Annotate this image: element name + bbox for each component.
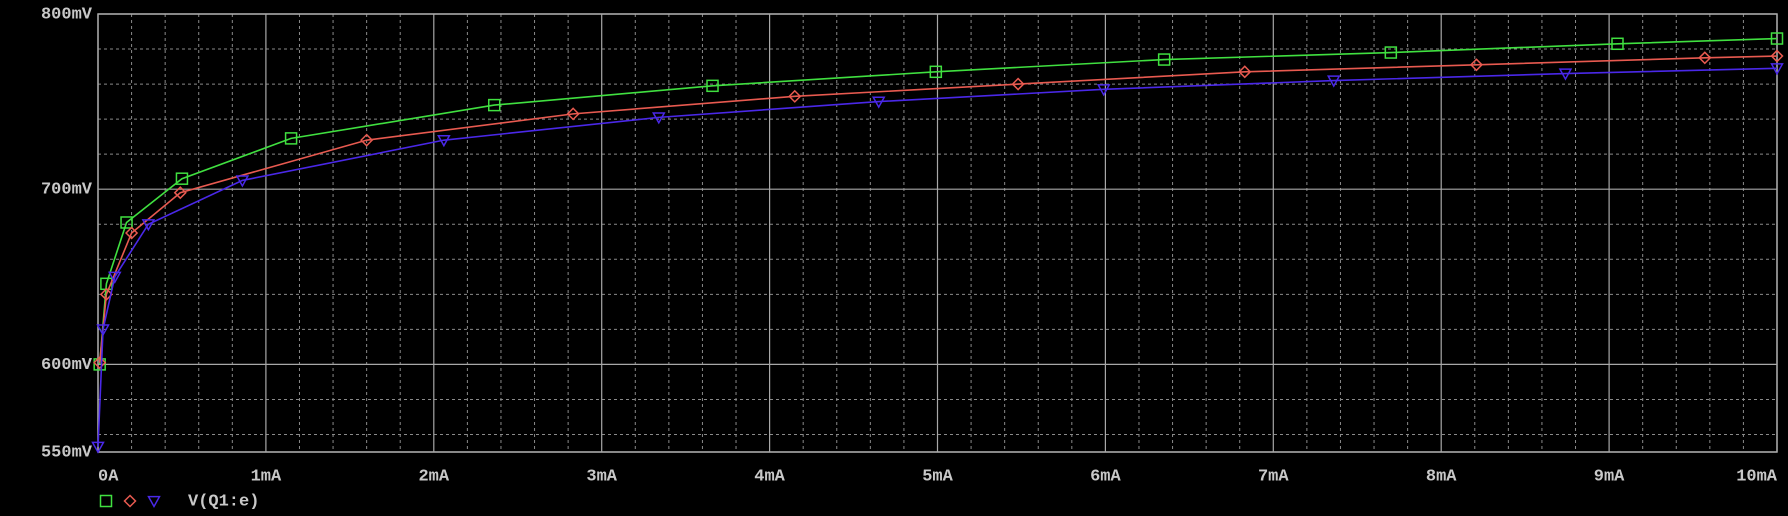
x-tick-label: 3mA bbox=[586, 467, 617, 486]
series-line bbox=[98, 55, 1778, 363]
x-tick-label: 6mA bbox=[1090, 467, 1121, 486]
x-tick-label: 0A bbox=[98, 467, 119, 486]
y-tick-label: 550mV bbox=[41, 443, 93, 462]
data-marker bbox=[108, 271, 122, 284]
data-marker bbox=[141, 219, 156, 232]
data-marker bbox=[1157, 53, 1171, 66]
data-marker bbox=[1326, 75, 1341, 88]
data-marker bbox=[788, 89, 802, 103]
data-marker bbox=[1770, 32, 1784, 45]
data-marker bbox=[93, 356, 107, 370]
y-tick-label: 700mV bbox=[41, 181, 93, 200]
data-marker bbox=[125, 226, 139, 240]
data-marker bbox=[1011, 77, 1025, 91]
data-marker bbox=[706, 79, 719, 93]
data-marker bbox=[1558, 68, 1573, 81]
legend-label: V(Q1:e) bbox=[188, 492, 259, 511]
data-marker bbox=[1698, 51, 1712, 65]
x-tick-label: 9mA bbox=[1594, 467, 1625, 486]
data-marker bbox=[1770, 49, 1784, 63]
x-tick-label: 4mA bbox=[754, 467, 785, 486]
series-line bbox=[97, 67, 1778, 447]
x-tick-label: 1mA bbox=[251, 467, 282, 486]
data-marker bbox=[1384, 46, 1398, 59]
data-marker bbox=[1469, 58, 1484, 72]
data-marker bbox=[235, 175, 250, 188]
x-tick-label: 8mA bbox=[1426, 467, 1457, 486]
data-marker bbox=[173, 186, 187, 200]
data-marker bbox=[99, 287, 113, 301]
y-tick-label: 600mV bbox=[41, 356, 93, 375]
x-tick-label: 5mA bbox=[922, 467, 953, 486]
y-tick-label: 800mV bbox=[41, 5, 93, 24]
data-marker bbox=[284, 132, 298, 145]
data-marker bbox=[91, 441, 105, 454]
data-marker bbox=[1096, 84, 1111, 97]
x-tick-label: 7mA bbox=[1258, 467, 1289, 486]
data-marker bbox=[652, 112, 666, 125]
data-marker bbox=[871, 96, 886, 109]
legend-marker bbox=[99, 494, 113, 508]
series-line bbox=[98, 37, 1778, 365]
data-marker bbox=[96, 324, 110, 337]
legend-marker bbox=[147, 495, 161, 509]
legend-marker bbox=[123, 494, 137, 508]
data-marker bbox=[360, 133, 374, 147]
x-tick-label: 2mA bbox=[418, 467, 449, 486]
data-marker bbox=[120, 216, 133, 229]
x-tick-label: 10mA bbox=[1736, 467, 1778, 486]
data-marker bbox=[566, 107, 580, 121]
data-marker bbox=[437, 134, 451, 148]
data-marker bbox=[1611, 37, 1624, 51]
data-marker bbox=[1238, 65, 1252, 79]
data-marker bbox=[929, 65, 943, 79]
data-marker bbox=[1770, 63, 1784, 76]
data-marker bbox=[487, 98, 501, 112]
plot-frame bbox=[97, 13, 1778, 453]
data-marker bbox=[175, 172, 189, 185]
